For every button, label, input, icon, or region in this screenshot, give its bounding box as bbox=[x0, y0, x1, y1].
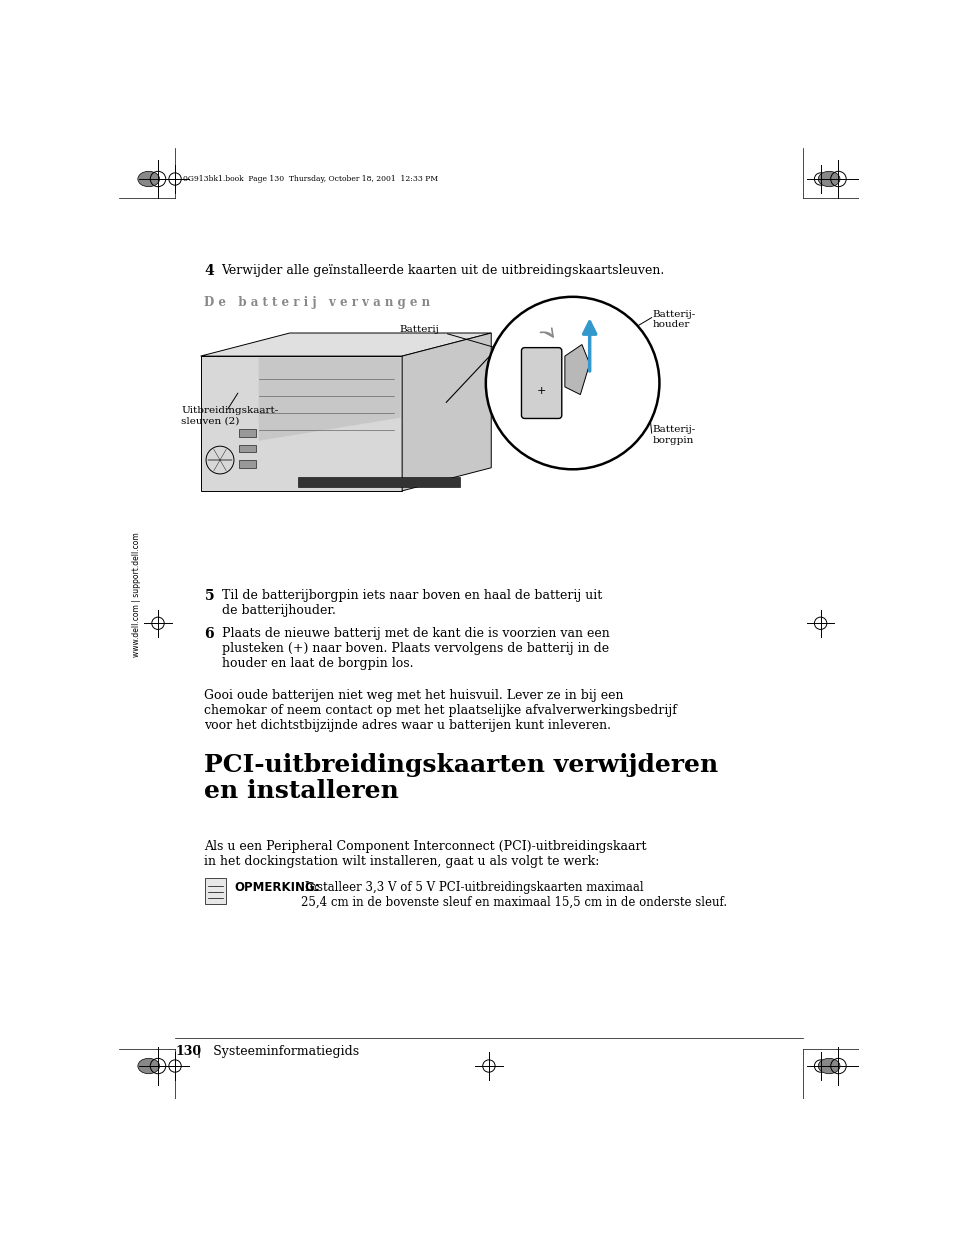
Text: Til de batterijborgpin iets naar boven en haal de batterij uit
de batterijhouder: Til de batterijborgpin iets naar boven e… bbox=[221, 589, 601, 616]
Text: D e   b a t t e r i j   v e r v a n g e n: D e b a t t e r i j v e r v a n g e n bbox=[204, 296, 430, 309]
Text: 5: 5 bbox=[204, 589, 213, 603]
Text: 6: 6 bbox=[204, 627, 213, 641]
Text: Uitbreidingskaart-
sleuven (2): Uitbreidingskaart- sleuven (2) bbox=[181, 406, 278, 426]
Text: Verwijder alle geïnstalleerde kaarten uit de uitbreidingskaartsleuven.: Verwijder alle geïnstalleerde kaarten ui… bbox=[221, 264, 664, 277]
Ellipse shape bbox=[818, 1058, 840, 1073]
Text: PCI-uitbreidingskaarten verwijderen
en installeren: PCI-uitbreidingskaarten verwijderen en i… bbox=[204, 752, 718, 804]
Ellipse shape bbox=[818, 172, 840, 186]
Text: OPMERKING:: OPMERKING: bbox=[233, 882, 319, 894]
Polygon shape bbox=[402, 333, 491, 490]
FancyBboxPatch shape bbox=[521, 347, 561, 419]
Circle shape bbox=[485, 296, 659, 469]
Polygon shape bbox=[200, 333, 491, 356]
Text: Als u een Peripheral Component Interconnect (PCI)-uitbreidingskaart
in het docki: Als u een Peripheral Component Interconn… bbox=[204, 840, 646, 868]
Ellipse shape bbox=[137, 172, 159, 186]
Ellipse shape bbox=[137, 1058, 159, 1073]
Bar bbox=[204, 878, 226, 904]
Text: www.dell.com | support.dell.com: www.dell.com | support.dell.com bbox=[132, 532, 141, 657]
Text: 4: 4 bbox=[204, 264, 214, 278]
Text: Gooi oude batterijen niet weg met het huisvuil. Lever ze in bij een
chemokar of : Gooi oude batterijen niet weg met het hu… bbox=[204, 689, 677, 732]
Polygon shape bbox=[200, 356, 402, 490]
Bar bbox=[239, 445, 256, 452]
Bar bbox=[297, 477, 459, 487]
Text: Batterij: Batterij bbox=[399, 325, 439, 335]
Bar bbox=[239, 461, 256, 468]
Polygon shape bbox=[564, 345, 589, 395]
Text: |   Systeeminformatiegids: | Systeeminformatiegids bbox=[196, 1045, 358, 1058]
Text: Batterij-
houder: Batterij- houder bbox=[652, 310, 695, 330]
Text: 130: 130 bbox=[174, 1045, 201, 1058]
Text: +: + bbox=[537, 385, 546, 395]
Bar bbox=[239, 430, 256, 437]
Polygon shape bbox=[258, 358, 400, 441]
Text: Installeer 3,3 V of 5 V PCI-uitbreidingskaarten maximaal
25,4 cm in de bovenste : Installeer 3,3 V of 5 V PCI-uitbreidings… bbox=[301, 882, 727, 909]
Text: 0G913bk1.book  Page 130  Thursday, October 18, 2001  12:33 PM: 0G913bk1.book Page 130 Thursday, October… bbox=[183, 175, 437, 183]
Text: Batterij-
borgpin: Batterij- borgpin bbox=[652, 425, 695, 445]
Text: Plaats de nieuwe batterij met de kant die is voorzien van een
plusteken (+) naar: Plaats de nieuwe batterij met de kant di… bbox=[221, 627, 609, 671]
